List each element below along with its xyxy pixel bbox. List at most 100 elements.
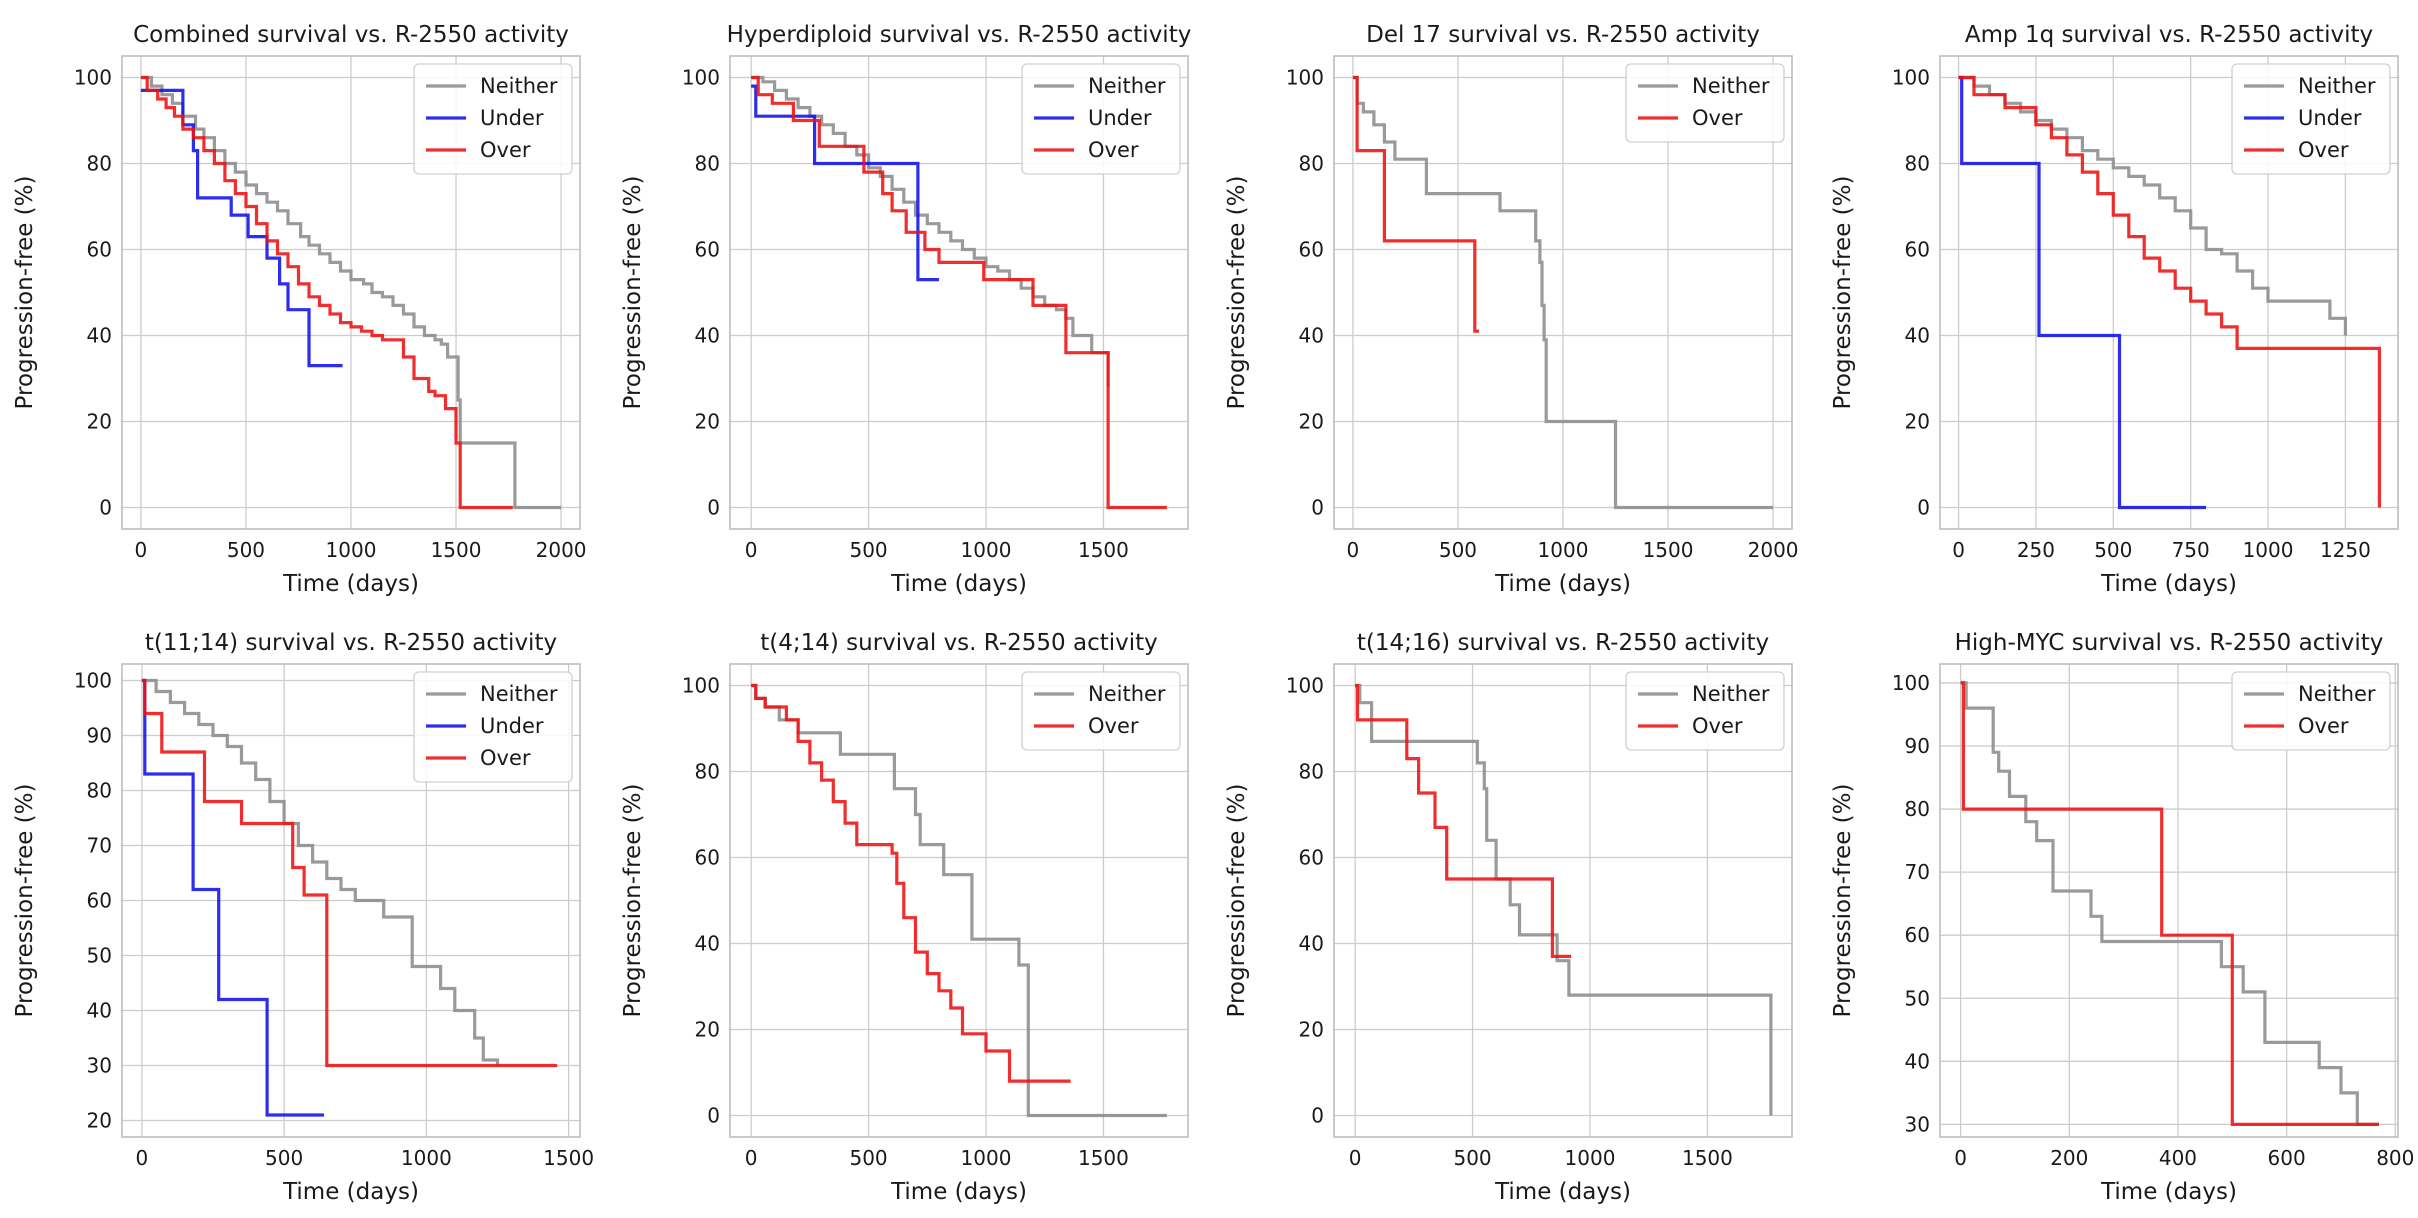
series-line-neither: [1352, 75, 1774, 510]
x-tick-label: 2000: [536, 538, 587, 562]
series-line-over: [1960, 681, 2379, 1126]
y-tick-label: 40: [695, 932, 720, 956]
chart-panel-4: 0 250 500 750 1000 1250 0 20 40 60 80 100 Amp 1q sur…: [1830, 22, 2399, 597]
series-line-under: [1958, 75, 2207, 510]
legend: Neither Over: [1021, 671, 1181, 751]
legend-box: [413, 63, 573, 175]
y-tick-label: 90: [1905, 734, 1930, 758]
y-axis-label: Progression-free (%): [1224, 784, 1250, 1018]
x-tick-label: 600: [2268, 1146, 2306, 1170]
x-tick-label: 500: [227, 538, 265, 562]
y-tick-label: 40: [87, 324, 112, 348]
y-tick-label: 80: [1299, 760, 1324, 784]
x-axis-label: Time (days): [890, 571, 1027, 597]
legend: Neither Under Over: [2231, 63, 2391, 175]
plot-frame: [1939, 55, 2399, 530]
y-tick-label: 80: [1299, 152, 1324, 176]
y-tick-label: 0: [99, 496, 112, 520]
plot-frame: [121, 663, 581, 1138]
legend-label-over: Over: [2298, 138, 2349, 162]
x-tick-label: 0: [136, 1146, 149, 1170]
x-axis-label: Time (days): [1494, 571, 1631, 597]
x-axis-label: Time (days): [2100, 571, 2237, 597]
x-tick-label: 500: [1453, 1146, 1491, 1170]
y-tick-label: 60: [695, 846, 720, 870]
legend-label-neither: Neither: [480, 682, 558, 706]
x-tick-label: 500: [849, 538, 887, 562]
y-tick-label: 100: [1286, 66, 1324, 90]
y-tick-label: 80: [1905, 152, 1930, 176]
y-tick-label: 40: [1905, 324, 1930, 348]
x-tick-label: 1000: [1565, 1146, 1616, 1170]
y-tick-label: 0: [1311, 1104, 1324, 1128]
y-tick-label: 100: [74, 669, 112, 693]
x-tick-label: 500: [265, 1146, 303, 1170]
x-tick-label: 250: [2017, 538, 2055, 562]
y-tick-label: 80: [695, 760, 720, 784]
legend: Neither Under Over: [1021, 63, 1181, 175]
y-axis-label: Progression-free (%): [1830, 176, 1856, 410]
x-tick-label: 0: [1952, 538, 1965, 562]
chart-title: Amp 1q survival vs. R-2550 activity: [1965, 22, 2373, 48]
chart-panel-8: 0 200 400 600 800 30 40 50 60 70 80 90 100 High-MYC s…: [1830, 630, 2414, 1205]
x-tick-label: 1500: [1682, 1146, 1733, 1170]
legend-label-under: Under: [2298, 106, 2362, 130]
y-tick-label: 20: [695, 1018, 720, 1042]
y-tick-label: 40: [1299, 324, 1324, 348]
x-tick-label: 1500: [1078, 1146, 1129, 1170]
y-tick-label: 40: [1905, 1049, 1930, 1073]
x-axis-label: Time (days): [890, 1179, 1027, 1205]
series-line-over: [141, 678, 558, 1068]
x-tick-label: 1500: [1643, 538, 1694, 562]
y-tick-label: 20: [695, 410, 720, 434]
x-axis-label: Time (days): [2100, 1179, 2237, 1205]
y-tick-label: 0: [1311, 496, 1324, 520]
x-tick-label: 1000: [2243, 538, 2294, 562]
legend-label-under: Under: [1088, 106, 1152, 130]
y-tick-label: 80: [695, 152, 720, 176]
y-axis-label: Progression-free (%): [620, 176, 646, 410]
legend-label-neither: Neither: [2298, 74, 2376, 98]
series-line-neither: [140, 75, 562, 510]
y-tick-label: 100: [1892, 66, 1930, 90]
y-tick-label: 0: [1917, 496, 1930, 520]
legend-label-under: Under: [480, 106, 544, 130]
series-line-under: [141, 678, 324, 1117]
x-tick-label: 1500: [1078, 538, 1129, 562]
plot-frame: [729, 663, 1189, 1138]
y-tick-label: 50: [1905, 986, 1930, 1010]
chart-panel-6: 0 500 1000 1500 0 20 40 60 80 100 t(4;14) survival…: [620, 630, 1189, 1205]
plot-frame: [1333, 663, 1793, 1138]
legend: Neither Over: [1625, 63, 1785, 143]
chart-title: t(14;16) survival vs. R-2550 activity: [1357, 630, 1769, 656]
series-line-over: [1355, 683, 1572, 958]
x-tick-label: 1000: [326, 538, 377, 562]
y-tick-label: 100: [682, 674, 720, 698]
chart-title: t(4;14) survival vs. R-2550 activity: [760, 630, 1158, 656]
plot-frame: [1333, 55, 1793, 530]
y-tick-label: 20: [1299, 1018, 1324, 1042]
x-tick-label: 0: [1347, 538, 1360, 562]
x-tick-label: 0: [135, 538, 148, 562]
series-line-neither: [141, 678, 500, 1066]
series-line-neither: [1355, 683, 1773, 1116]
x-tick-label: 500: [2094, 538, 2132, 562]
legend-label-over: Over: [1692, 714, 1743, 738]
series-line-over: [1958, 75, 2381, 508]
plot-frame: [121, 55, 581, 530]
y-tick-label: 40: [87, 999, 112, 1023]
y-axis-label: Progression-free (%): [12, 784, 38, 1018]
x-tick-label: 1000: [961, 538, 1012, 562]
x-tick-label: 1000: [961, 1146, 1012, 1170]
y-tick-label: 40: [1299, 932, 1324, 956]
y-tick-label: 60: [1299, 846, 1324, 870]
legend-label-under: Under: [480, 714, 544, 738]
x-tick-label: 500: [849, 1146, 887, 1170]
x-tick-label: 500: [1439, 538, 1477, 562]
y-tick-label: 60: [1299, 238, 1324, 262]
x-axis-label: Time (days): [282, 1179, 419, 1205]
series-line-over: [751, 75, 1167, 510]
y-tick-label: 60: [695, 238, 720, 262]
chart-panel-1: 0 500 1000 1500 2000 0 20 40 60 80 100 Combined sur…: [12, 22, 587, 597]
legend-label-over: Over: [1692, 106, 1743, 130]
